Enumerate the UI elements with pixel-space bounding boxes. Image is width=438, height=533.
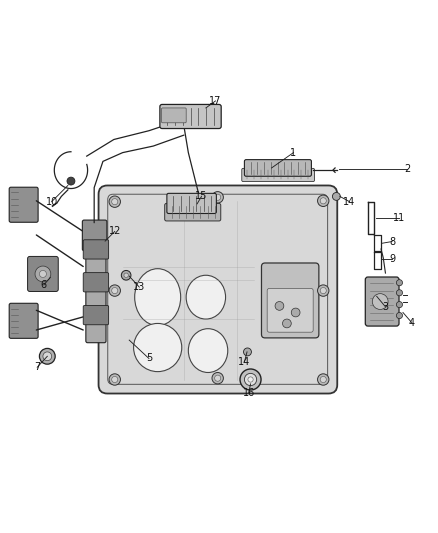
Circle shape <box>244 374 257 386</box>
Text: 3: 3 <box>382 302 389 312</box>
Text: 12: 12 <box>109 227 121 237</box>
FancyBboxPatch shape <box>9 187 38 222</box>
Circle shape <box>320 287 326 294</box>
Text: 2: 2 <box>404 164 410 174</box>
Circle shape <box>212 373 223 384</box>
Text: 7: 7 <box>34 362 40 372</box>
Circle shape <box>320 376 326 383</box>
Text: 17: 17 <box>209 96 222 106</box>
Circle shape <box>244 376 251 383</box>
Circle shape <box>124 273 128 278</box>
FancyBboxPatch shape <box>82 220 107 251</box>
Circle shape <box>320 198 326 204</box>
Text: 14: 14 <box>238 357 251 367</box>
Circle shape <box>396 312 403 319</box>
Circle shape <box>372 294 388 310</box>
FancyBboxPatch shape <box>160 104 221 128</box>
Ellipse shape <box>134 324 182 372</box>
Text: 8: 8 <box>389 237 395 247</box>
FancyBboxPatch shape <box>99 185 337 393</box>
Circle shape <box>215 375 221 381</box>
FancyBboxPatch shape <box>86 245 106 343</box>
FancyBboxPatch shape <box>162 108 186 123</box>
Circle shape <box>109 285 120 296</box>
Text: 1: 1 <box>290 148 297 158</box>
FancyBboxPatch shape <box>83 273 109 292</box>
Circle shape <box>291 308 300 317</box>
Circle shape <box>332 192 340 200</box>
FancyBboxPatch shape <box>165 204 221 221</box>
FancyBboxPatch shape <box>83 240 109 259</box>
Text: 14: 14 <box>343 197 356 207</box>
Ellipse shape <box>186 275 226 319</box>
Circle shape <box>35 266 51 282</box>
FancyBboxPatch shape <box>28 256 58 292</box>
Circle shape <box>67 177 75 185</box>
FancyBboxPatch shape <box>365 277 399 326</box>
Circle shape <box>283 319 291 328</box>
Circle shape <box>109 196 120 207</box>
FancyBboxPatch shape <box>9 303 38 338</box>
FancyBboxPatch shape <box>242 168 314 182</box>
FancyBboxPatch shape <box>267 288 313 332</box>
Circle shape <box>215 194 221 200</box>
Text: 15: 15 <box>195 191 208 201</box>
Circle shape <box>242 374 253 385</box>
FancyBboxPatch shape <box>261 263 319 338</box>
Ellipse shape <box>188 329 228 373</box>
Text: 16: 16 <box>243 387 255 398</box>
Text: 5: 5 <box>146 353 152 364</box>
Text: 10: 10 <box>46 197 58 207</box>
Circle shape <box>112 287 118 294</box>
Circle shape <box>121 270 131 280</box>
Circle shape <box>240 369 261 390</box>
Circle shape <box>318 285 329 296</box>
Circle shape <box>275 302 284 310</box>
Circle shape <box>396 290 403 296</box>
Circle shape <box>244 348 251 356</box>
Circle shape <box>39 270 46 278</box>
FancyBboxPatch shape <box>244 159 311 176</box>
Circle shape <box>396 280 403 286</box>
Circle shape <box>43 352 52 361</box>
Circle shape <box>112 376 118 383</box>
Text: 9: 9 <box>389 254 395 264</box>
Circle shape <box>248 377 253 382</box>
Text: 4: 4 <box>409 318 415 328</box>
Text: 6: 6 <box>41 280 47 290</box>
FancyBboxPatch shape <box>167 193 216 214</box>
Circle shape <box>318 195 329 206</box>
Ellipse shape <box>135 269 180 326</box>
Circle shape <box>109 374 120 385</box>
Circle shape <box>39 349 55 364</box>
FancyBboxPatch shape <box>83 305 109 325</box>
Text: 11: 11 <box>393 213 406 223</box>
Circle shape <box>212 191 223 203</box>
Text: 13: 13 <box>133 282 145 292</box>
Circle shape <box>318 374 329 385</box>
Circle shape <box>396 302 403 308</box>
Circle shape <box>112 199 118 205</box>
